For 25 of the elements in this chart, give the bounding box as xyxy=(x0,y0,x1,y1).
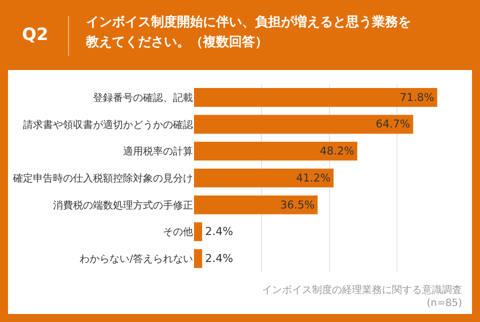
y-tick-label: わからない/答えられない xyxy=(80,253,193,266)
y-tick-label: 登録番号の確認、記載 xyxy=(93,92,193,104)
bar xyxy=(194,249,202,268)
y-tick-label: 請求書や領収書が適切かどうかの確認 xyxy=(23,118,193,131)
y-tick-label: 確定申告時の仕入税額控除対象の見分け xyxy=(12,172,193,184)
data-label: 36.5% xyxy=(280,198,315,212)
y-tick-label: 適用税率の計算 xyxy=(123,146,193,158)
data-label: 48.2% xyxy=(320,144,354,158)
bar xyxy=(194,114,414,134)
data-label: 41.2% xyxy=(296,171,331,184)
bar xyxy=(194,88,438,107)
text: (n=85) xyxy=(426,297,462,310)
bar xyxy=(194,195,318,214)
bar xyxy=(194,142,358,161)
data-label: 71.8% xyxy=(400,90,434,104)
y-tick-label: 消費税の端数処理方式の手修正 xyxy=(53,199,193,212)
data-label: 2.4% xyxy=(205,225,234,238)
y-tick-label: その他 xyxy=(163,226,193,238)
bar xyxy=(194,222,202,242)
chart-subtitle: インボイス制度開始に伴い、負担が増えると思う業務を教えてください。（複数回答） xyxy=(86,14,412,52)
bar xyxy=(194,168,334,188)
data-label: 64.7% xyxy=(376,118,410,131)
text: Q2 xyxy=(22,25,48,45)
data-label: 2.4% xyxy=(205,252,234,266)
text: インボイス制度の経理業務に関する意識調査 xyxy=(262,284,462,297)
